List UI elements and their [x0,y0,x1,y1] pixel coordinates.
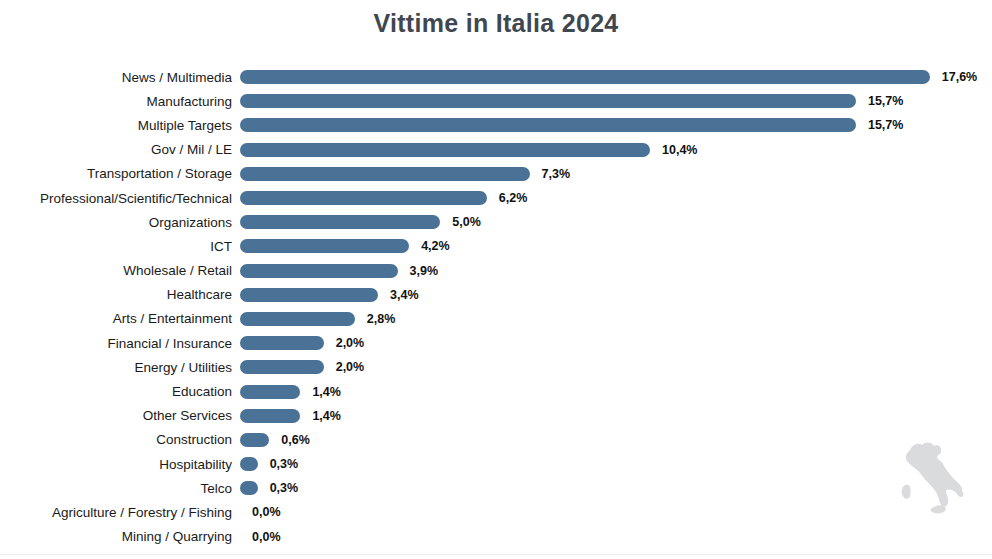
value-label: 10,4% [662,143,697,157]
bar [240,385,300,399]
chart-row: Healthcare 3,4% [0,283,992,307]
chart-row: Wholesale / Retail 3,9% [0,259,992,283]
chart-row: Organizations 5,0% [0,210,992,234]
chart-row: Arts / Entertainment 2,8% [0,307,992,331]
chart-rows: News / Multimedia 17,6% Manufacturing 15,7%… [0,65,992,549]
category-label: Healthcare [0,287,240,302]
bar [240,409,300,423]
category-label: Multiple Targets [0,118,240,133]
chart-row: Other Services 1,4% [0,404,992,428]
category-label: Telco [0,481,240,496]
chart-row: Hospitability 0,3% [0,452,992,476]
chart-row: Manufacturing 15,7% [0,89,992,113]
bar [240,94,856,108]
category-label: Mining / Quarrying [0,529,240,544]
value-label: 0,0% [252,530,281,544]
chart-row: ICT 4,2% [0,234,992,258]
value-label: 3,4% [390,288,419,302]
chart-row: Gov / Mil / LE 10,4% [0,138,992,162]
category-label: News / Multimedia [0,70,240,85]
chart-row: Multiple Targets 15,7% [0,113,992,137]
category-label: Arts / Entertainment [0,311,240,326]
sicily-shape [931,505,946,513]
chart-row: Telco 0,3% [0,476,992,500]
value-label: 2,8% [367,312,396,326]
category-label: Construction [0,432,240,447]
bar [240,312,355,326]
chart-row: Construction 0,6% [0,428,992,452]
value-label: 7,3% [542,167,571,181]
italy-map-shapes [902,442,964,513]
bar [240,70,930,84]
value-label: 0,3% [270,481,299,495]
value-label: 1,4% [312,409,341,423]
chart-row: Transportation / Storage 7,3% [0,162,992,186]
value-label: 0,3% [270,457,299,471]
category-label: Organizations [0,215,240,230]
chart-row: Financial / Insurance 2,0% [0,331,992,355]
category-label: ICT [0,239,240,254]
bar [240,215,440,229]
value-label: 2,0% [336,336,365,350]
value-label: 2,0% [336,360,365,374]
value-label: 4,2% [421,239,450,253]
bar [240,264,398,278]
italy-mainland-shape [906,442,964,506]
sardinia-shape [902,485,911,499]
bar [240,118,856,132]
category-label: Gov / Mil / LE [0,142,240,157]
value-label: 17,6% [942,70,977,84]
bar [240,143,650,157]
bar-chart: News / Multimedia 17,6% Manufacturing 15,7%… [0,65,992,549]
bar [240,433,269,447]
bar [240,167,530,181]
category-label: Manufacturing [0,94,240,109]
value-label: 0,0% [252,505,281,519]
chart-baseline [0,554,992,555]
category-label: Professional/Scientific/Technical [0,191,240,206]
value-label: 6,2% [499,191,528,205]
chart-row: Education 1,4% [0,379,992,403]
chart-row: Agriculture / Forestry / Fishing 0,0% [0,500,992,524]
value-label: 15,7% [868,118,903,132]
category-label: Transportation / Storage [0,166,240,181]
category-label: Energy / Utilities [0,360,240,375]
value-label: 0,6% [281,433,310,447]
chart-row: Professional/Scientific/Technical 6,2% [0,186,992,210]
chart-row: News / Multimedia 17,6% [0,65,992,89]
value-label: 1,4% [312,385,341,399]
italy-map-icon [896,440,964,520]
bar [240,288,378,302]
value-label: 5,0% [452,215,481,229]
category-label: Education [0,384,240,399]
category-label: Agriculture / Forestry / Fishing [0,505,240,520]
category-label: Financial / Insurance [0,336,240,351]
category-label: Wholesale / Retail [0,263,240,278]
bar [240,360,324,374]
bar [240,481,258,495]
value-label: 3,9% [410,264,439,278]
category-label: Hospitability [0,457,240,472]
chart-row: Energy / Utilities 2,0% [0,355,992,379]
value-label: 15,7% [868,94,903,108]
bar [240,457,258,471]
page-title: Vittime in Italia 2024 [0,9,992,38]
bar [240,336,324,350]
chart-row: Mining / Quarrying 0,0% [0,525,992,549]
bar [240,191,487,205]
category-label: Other Services [0,408,240,423]
bar [240,239,409,253]
